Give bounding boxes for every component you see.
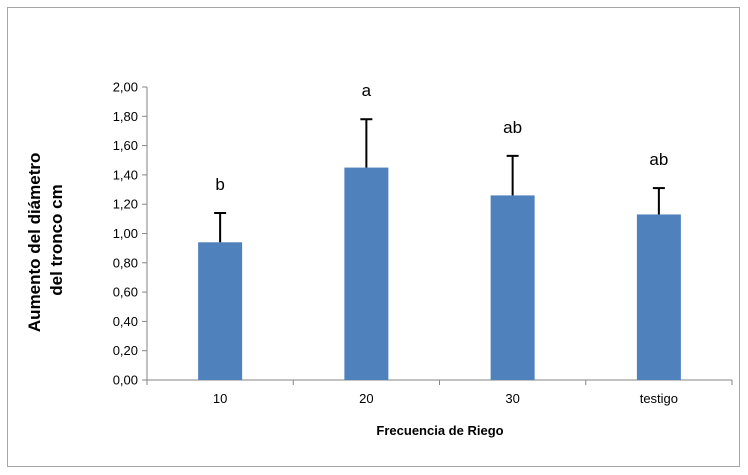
bar xyxy=(344,167,389,380)
group-letter-label: ab xyxy=(649,150,668,169)
y-tick-label: 1,20 xyxy=(113,197,138,212)
x-tick-label: 20 xyxy=(359,391,373,406)
bar xyxy=(490,195,535,380)
x-tick-label: 30 xyxy=(505,391,519,406)
y-tick-label: 0,40 xyxy=(113,314,138,329)
bar xyxy=(198,242,243,380)
labels: 0,00 0,20 0,40 0,60 0,80 1,00 1,20 1,40 1,60 1,80… xyxy=(113,80,678,407)
group-letter-label: b xyxy=(215,175,224,194)
y-tick-label: 1,60 xyxy=(113,138,138,153)
y-tick-label: 1,80 xyxy=(113,109,138,124)
y-tick-label: 0,20 xyxy=(113,343,138,358)
y-axis-title: Aumento del diámetro del tronco cm xyxy=(25,148,66,332)
bars xyxy=(198,167,681,380)
bar xyxy=(636,214,681,380)
y-tick-label: 1,00 xyxy=(113,226,138,241)
y-tick-label: 0,80 xyxy=(113,255,138,270)
axes xyxy=(142,86,733,385)
x-tick-label: testigo xyxy=(640,391,678,406)
x-tick-label: 10 xyxy=(213,391,227,406)
y-tick-label: 0,60 xyxy=(113,285,138,300)
y-tick-label: 2,00 xyxy=(113,80,138,95)
x-axis-title: Frecuencia de Riego xyxy=(376,423,503,438)
y-tick-label: 1,40 xyxy=(113,167,138,182)
error-bars xyxy=(214,118,665,243)
y-axis-title-line-1: Aumento del diámetro xyxy=(25,153,44,332)
group-letter-label: ab xyxy=(503,118,522,137)
y-tick-label: 0,00 xyxy=(113,373,138,388)
group-letter-label: a xyxy=(362,81,372,100)
y-axis-title-line-2: del tronco cm xyxy=(47,184,66,295)
